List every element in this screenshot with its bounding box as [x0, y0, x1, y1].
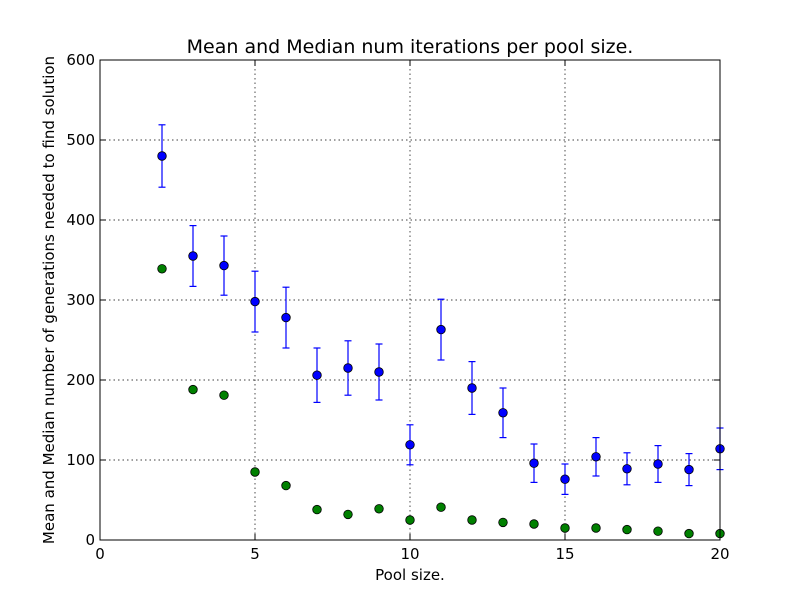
data-point — [684, 528, 694, 539]
y-tick-label: 0 — [85, 531, 95, 549]
x-tick-label: 5 — [250, 545, 260, 563]
x-tick-label: 0 — [95, 545, 105, 563]
data-point — [188, 251, 198, 261]
data-point — [219, 260, 229, 271]
data-point — [405, 440, 415, 450]
data-point — [343, 509, 353, 520]
data-point — [343, 363, 353, 373]
data-point — [591, 452, 601, 462]
y-tick-label: 400 — [66, 211, 95, 229]
data-point — [498, 408, 508, 418]
data-point — [560, 474, 570, 484]
data-point — [498, 517, 508, 528]
data-point — [653, 459, 663, 469]
data-point — [250, 296, 260, 307]
data-point — [312, 370, 322, 380]
data-point — [250, 467, 260, 477]
y-axis-label: Mean and Median number of generations ne… — [40, 56, 58, 544]
x-tick-label: 15 — [555, 545, 574, 563]
data-point — [157, 264, 167, 274]
x-axis-label: Pool size. — [375, 566, 445, 584]
data-point — [405, 515, 415, 525]
y-tick-label: 300 — [66, 291, 95, 309]
data-point — [281, 480, 291, 491]
x-tick-label: 10 — [400, 545, 419, 563]
y-tick-label: 600 — [66, 51, 95, 69]
x-tick-label: 20 — [710, 545, 729, 563]
data-point — [374, 504, 384, 514]
data-point — [436, 324, 446, 335]
data-point — [188, 384, 198, 395]
y-tick-label: 100 — [66, 451, 95, 469]
chart-title: Mean and Median num iterations per pool … — [187, 36, 634, 58]
data-point — [591, 523, 601, 533]
data-point — [467, 515, 477, 525]
data-point — [653, 526, 663, 536]
data-point — [622, 464, 632, 474]
data-point — [467, 383, 477, 393]
data-point — [281, 312, 291, 323]
data-point — [529, 458, 539, 468]
data-point — [157, 151, 167, 161]
data-points — [157, 124, 725, 539]
y-tick-label: 200 — [66, 371, 95, 389]
data-point — [374, 367, 384, 377]
data-point — [529, 519, 539, 529]
data-point — [312, 504, 322, 515]
series-1 — [157, 264, 725, 539]
data-point — [219, 390, 229, 400]
data-point — [684, 464, 694, 475]
y-tick-label: 500 — [66, 131, 95, 149]
data-point — [560, 523, 570, 533]
data-point — [436, 502, 446, 512]
data-point — [622, 524, 632, 535]
series-0 — [157, 124, 725, 495]
